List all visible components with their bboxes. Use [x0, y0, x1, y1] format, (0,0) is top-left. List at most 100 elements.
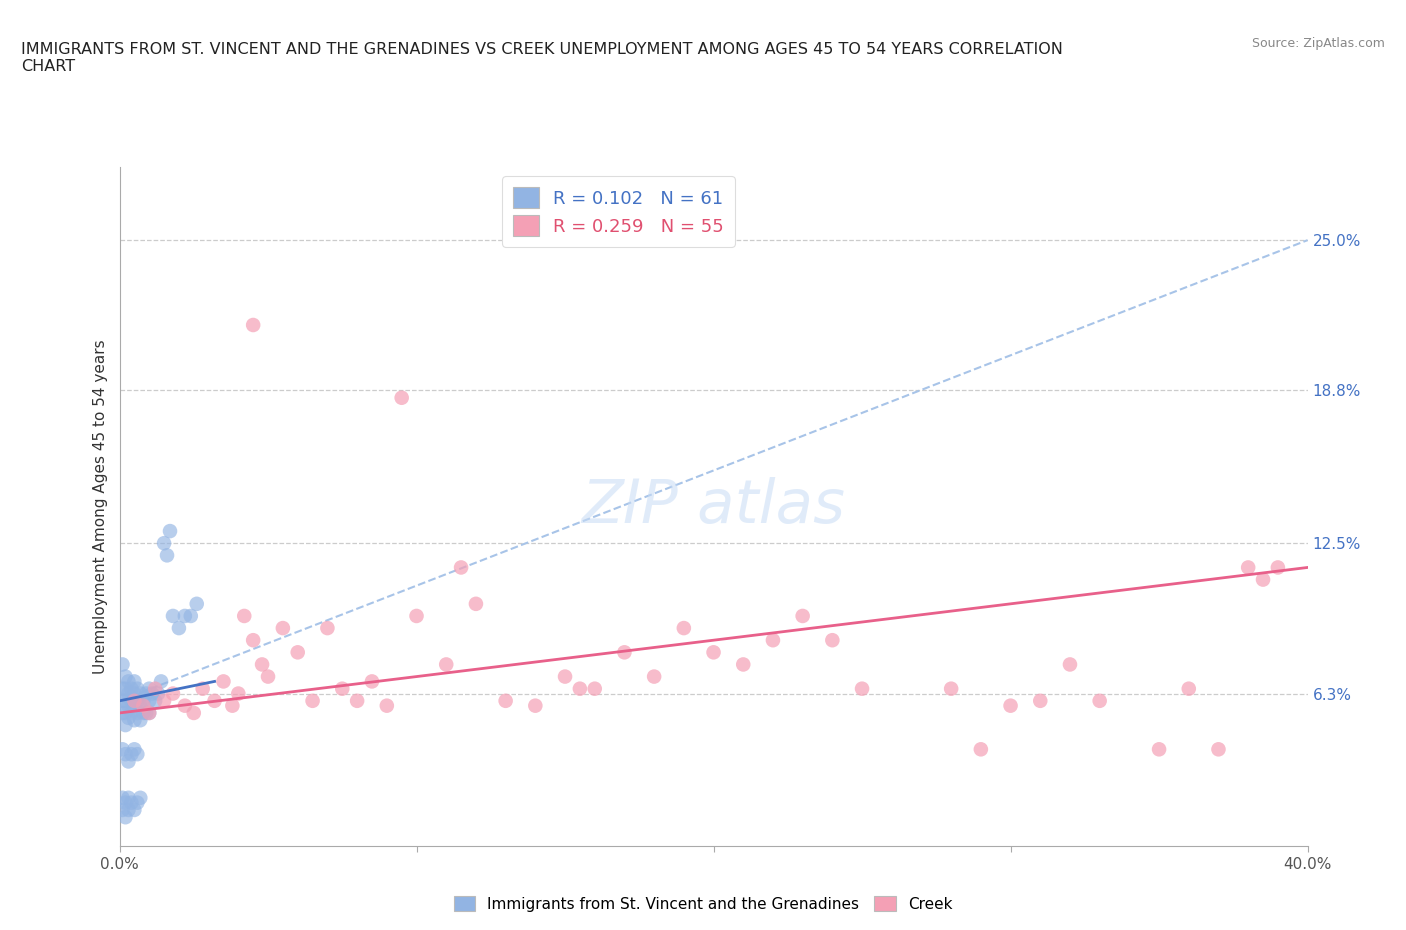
- Point: [524, 698, 547, 713]
- Point: [702, 644, 725, 659]
- Point: [114, 682, 136, 697]
- Point: [120, 706, 142, 721]
- Point: [150, 674, 173, 689]
- Point: [821, 632, 844, 647]
- Point: [361, 674, 384, 689]
- Point: [143, 694, 166, 709]
- Point: [464, 596, 486, 611]
- Point: [330, 682, 353, 697]
- Point: [405, 608, 427, 623]
- Point: [129, 698, 152, 713]
- Point: [135, 686, 157, 701]
- Point: [117, 698, 139, 713]
- Point: [242, 317, 264, 332]
- Point: [495, 694, 517, 709]
- Point: [127, 747, 149, 762]
- Point: [153, 694, 176, 709]
- Point: [173, 608, 195, 623]
- Point: [287, 644, 309, 659]
- Point: [583, 682, 606, 697]
- Point: [141, 686, 163, 701]
- Point: [135, 706, 157, 721]
- Point: [114, 718, 136, 733]
- Point: [970, 742, 993, 757]
- Point: [242, 632, 264, 647]
- Point: [191, 682, 214, 697]
- Point: [129, 686, 152, 701]
- Point: [162, 686, 184, 701]
- Point: [228, 686, 250, 701]
- Point: [183, 706, 205, 721]
- Point: [554, 670, 576, 684]
- Point: [114, 810, 136, 825]
- Text: IMMIGRANTS FROM ST. VINCENT AND THE GRENADINES VS CREEK UNEMPLOYMENT AMONG AGES : IMMIGRANTS FROM ST. VINCENT AND THE GREN…: [21, 42, 1063, 74]
- Point: [762, 632, 785, 647]
- Point: [1059, 657, 1081, 671]
- Point: [124, 803, 146, 817]
- Point: [233, 608, 256, 623]
- Point: [221, 698, 243, 713]
- Point: [111, 694, 134, 709]
- Legend: R = 0.102   N = 61, R = 0.259   N = 55: R = 0.102 N = 61, R = 0.259 N = 55: [502, 177, 734, 247]
- Point: [792, 608, 814, 623]
- Point: [114, 747, 136, 762]
- Point: [156, 548, 179, 563]
- Point: [127, 682, 149, 697]
- Point: [162, 608, 184, 623]
- Point: [939, 682, 962, 697]
- Text: ZIP atlas: ZIP atlas: [582, 477, 845, 537]
- Point: [186, 596, 208, 611]
- Point: [117, 674, 139, 689]
- Point: [1237, 560, 1260, 575]
- Point: [391, 391, 413, 405]
- Point: [204, 694, 226, 709]
- Point: [138, 694, 160, 709]
- Point: [153, 536, 176, 551]
- Point: [111, 657, 134, 671]
- Point: [111, 706, 134, 721]
- Point: [124, 742, 146, 757]
- Point: [568, 682, 591, 697]
- Point: [257, 670, 280, 684]
- Point: [114, 795, 136, 810]
- Point: [124, 694, 146, 709]
- Point: [250, 657, 273, 671]
- Point: [114, 694, 136, 709]
- Point: [117, 790, 139, 805]
- Point: [672, 620, 695, 635]
- Point: [111, 742, 134, 757]
- Point: [173, 698, 195, 713]
- Point: [124, 712, 146, 727]
- Point: [132, 694, 155, 709]
- Point: [1267, 560, 1289, 575]
- Point: [643, 670, 665, 684]
- Point: [271, 620, 294, 635]
- Point: [127, 795, 149, 810]
- Y-axis label: Unemployment Among Ages 45 to 54 years: Unemployment Among Ages 45 to 54 years: [93, 339, 108, 674]
- Point: [212, 674, 235, 689]
- Point: [146, 686, 169, 701]
- Legend: Immigrants from St. Vincent and the Grenadines, Creek: Immigrants from St. Vincent and the Gren…: [447, 889, 959, 918]
- Point: [1251, 572, 1274, 587]
- Point: [132, 698, 155, 713]
- Point: [159, 524, 181, 538]
- Point: [129, 712, 152, 727]
- Point: [117, 686, 139, 701]
- Point: [143, 682, 166, 697]
- Point: [180, 608, 202, 623]
- Point: [127, 706, 149, 721]
- Point: [167, 620, 190, 635]
- Point: [1208, 742, 1230, 757]
- Point: [120, 795, 142, 810]
- Point: [124, 674, 146, 689]
- Point: [434, 657, 457, 671]
- Point: [129, 790, 152, 805]
- Point: [1147, 742, 1170, 757]
- Point: [117, 803, 139, 817]
- Point: [450, 560, 472, 575]
- Point: [120, 682, 142, 697]
- Point: [114, 670, 136, 684]
- Point: [138, 682, 160, 697]
- Point: [138, 706, 160, 721]
- Point: [124, 698, 146, 713]
